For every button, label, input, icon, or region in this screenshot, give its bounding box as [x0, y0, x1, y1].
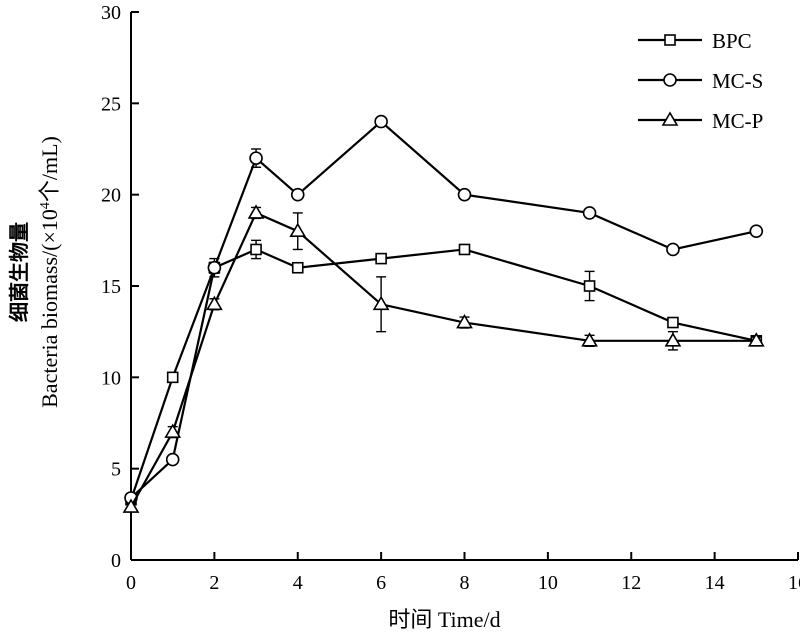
marker-triangle: [664, 332, 682, 347]
marker-circle: [663, 73, 677, 87]
marker-triangle: [122, 498, 140, 513]
marker-triangle: [661, 111, 679, 126]
marker-square: [583, 280, 596, 292]
series-mc-s: [124, 114, 764, 505]
marker-circle: [457, 187, 472, 202]
marker-square: [291, 261, 304, 274]
marker-circle: [749, 224, 764, 238]
axes: 0 5 10 15 20 25 30 0 2 4 6 8 10 12 14 16: [101, 2, 800, 594]
legend: BPC MC-S MC-P: [638, 29, 763, 133]
marker-square: [166, 371, 179, 384]
legend-label: BPC: [712, 29, 752, 53]
marker-square: [664, 34, 676, 46]
y-tick-label: 5: [111, 459, 121, 481]
marker-circle: [207, 260, 222, 275]
x-tick-label: 6: [376, 572, 386, 594]
y-axis-title-en: Bacteria biomass/(×104个/mL): [37, 136, 62, 408]
series-line: [130, 211, 757, 508]
marker-circle: [582, 206, 597, 220]
series-line: [129, 248, 757, 501]
marker-square: [458, 243, 471, 256]
marker-triangle: [289, 222, 307, 237]
y-tick-label: 20: [101, 185, 121, 207]
marker-triangle: [164, 423, 182, 438]
x-tick-label: 10: [538, 572, 558, 594]
y-tick-label: 15: [101, 276, 121, 298]
legend-item-bpc: BPC: [638, 29, 752, 53]
x-tick-label: 14: [705, 572, 725, 594]
legend-item-mc-s: MC-S: [638, 69, 763, 93]
y-tick-label: 30: [101, 2, 121, 24]
series-mc-p: [122, 204, 765, 513]
y-axis-title-cn: 细菌生物量: [7, 222, 31, 322]
marker-square: [250, 243, 262, 256]
marker-circle: [165, 452, 180, 467]
marker-circle: [290, 187, 305, 202]
marker-triangle: [372, 295, 390, 311]
y-tick-label: 25: [101, 93, 121, 115]
x-tick-label: 16: [788, 572, 800, 594]
x-tick-label: 0: [126, 572, 136, 594]
x-tick-label: 12: [621, 572, 641, 594]
x-tick-label: 4: [293, 572, 303, 594]
x-tick-label: 2: [209, 572, 219, 594]
x-axis-title: 时间 Time/d: [388, 607, 500, 632]
marker-triangle: [205, 295, 223, 311]
marker-triangle: [247, 204, 265, 219]
marker-circle: [249, 151, 263, 165]
marker-triangle: [456, 313, 473, 329]
x-tick-label: 8: [460, 572, 470, 594]
plot-area: [122, 114, 765, 513]
y-tick-label: 10: [101, 367, 121, 389]
marker-triangle: [747, 332, 765, 347]
marker-square: [667, 316, 679, 329]
marker-triangle: [581, 332, 598, 347]
marker-circle: [374, 114, 388, 129]
marker-circle: [666, 242, 680, 257]
y-axis-title: 细菌生物量 Bacteria biomass/(×104个/mL): [7, 136, 62, 408]
series-bpc: [125, 239, 763, 506]
y-tick-label: 0: [111, 550, 121, 572]
legend-label: MC-P: [712, 109, 763, 133]
legend-item-mc-p: MC-P: [638, 109, 763, 133]
series-line: [130, 120, 757, 499]
legend-label: MC-S: [712, 69, 763, 93]
marker-square: [375, 252, 387, 265]
